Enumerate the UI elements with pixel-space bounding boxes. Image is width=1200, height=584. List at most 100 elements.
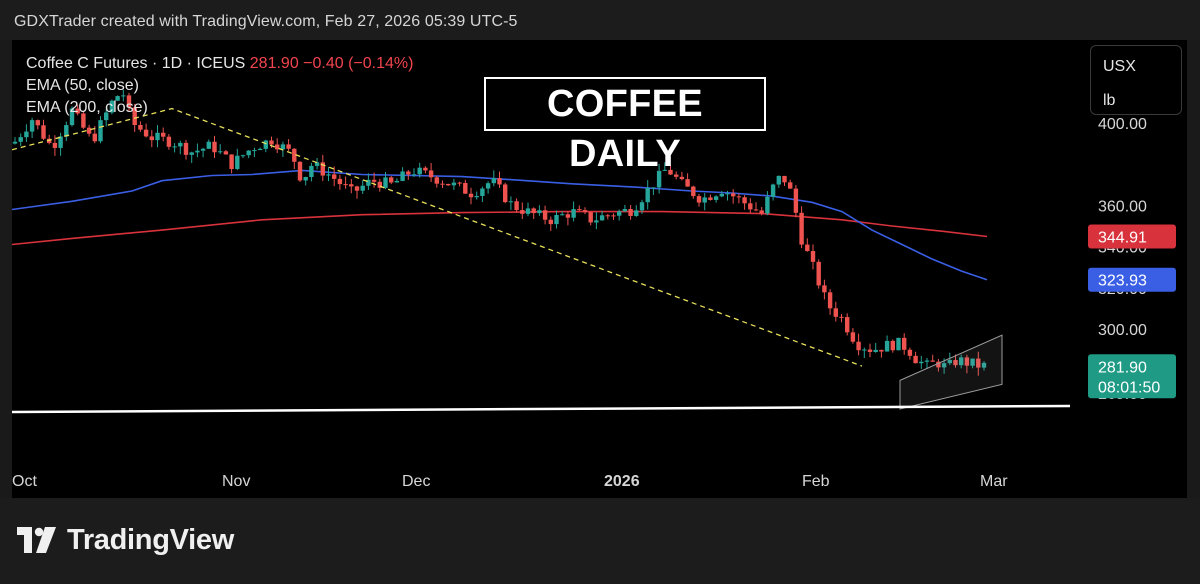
candle-body: [645, 188, 650, 203]
candle-body: [599, 215, 605, 221]
candle-body: [976, 358, 981, 368]
candle-body: [770, 184, 776, 197]
candle-body: [765, 196, 770, 214]
candle-body: [503, 184, 508, 203]
candle-body: [748, 203, 753, 210]
footer: TradingView: [0, 498, 1200, 584]
candle-body: [446, 183, 451, 186]
last-price-badge-bg: [1088, 354, 1176, 399]
legend-ema200[interactable]: EMA (200, close): [26, 99, 148, 116]
candle-body: [571, 209, 576, 218]
candle-body: [377, 181, 382, 188]
candle-body: [229, 154, 234, 169]
candle-body: [400, 171, 405, 181]
candle-body: [428, 170, 434, 178]
candle-body: [611, 215, 616, 217]
candle-body: [639, 202, 645, 211]
candle-body: [719, 193, 724, 197]
quantity-unit[interactable]: lb: [1103, 92, 1116, 109]
candle-body: [29, 120, 35, 132]
candle-body: [491, 178, 496, 184]
candle-body: [902, 337, 907, 350]
candle-body: [457, 182, 462, 184]
last-price-badge: 281.90: [1098, 359, 1147, 376]
candle-body: [411, 174, 417, 176]
candle-body: [161, 132, 166, 137]
candle-body: [320, 162, 325, 176]
candle-body: [565, 214, 571, 218]
candle-body: [303, 177, 308, 181]
legend-symbol-row[interactable]: Coffee C Futures · 1D · ICEUS 281.90 −0.…: [26, 53, 413, 75]
candle-body: [582, 210, 588, 213]
candle-body: [434, 177, 439, 184]
candle-body: [58, 136, 63, 148]
candle-body: [314, 162, 320, 166]
candle-body: [189, 152, 194, 155]
ema50-price-badge: 323.93: [1098, 273, 1147, 290]
candle-body: [924, 360, 930, 362]
candle-body: [685, 179, 690, 187]
candle-body: [531, 208, 536, 214]
tradingview-logo[interactable]: TradingView: [17, 524, 234, 556]
candle-body: [656, 170, 662, 188]
candle-body: [480, 188, 485, 196]
candle-body: [793, 188, 799, 213]
candle-body: [548, 219, 553, 225]
header-bar: GDXTrader created with TradingView.com, …: [0, 0, 1200, 40]
candle-body: [560, 214, 565, 216]
candle-body: [98, 120, 103, 142]
candle-body: [183, 142, 189, 155]
candle-body: [514, 201, 519, 211]
candle-body: [622, 208, 628, 212]
unit-selector[interactable]: USX lb: [1090, 45, 1182, 115]
candle-body: [12, 141, 18, 144]
candle-body: [474, 195, 479, 198]
candle-body: [292, 148, 297, 162]
candle-body: [286, 144, 291, 149]
candle-body: [155, 132, 160, 141]
candle-body: [713, 196, 719, 200]
legend-ema50[interactable]: EMA (50, close): [26, 77, 139, 94]
candle-body: [577, 209, 582, 211]
chart-title: COFFEE DAILY: [484, 77, 766, 175]
candle-body: [628, 208, 633, 216]
candle-body: [896, 337, 901, 351]
candle-body: [451, 182, 457, 186]
candle-body: [126, 95, 132, 108]
currency-unit[interactable]: USX: [1103, 58, 1136, 75]
candle-body: [736, 196, 742, 198]
candle-body: [440, 183, 445, 185]
x-tick-label: Dec: [402, 473, 430, 490]
candle-body: [508, 201, 514, 203]
candle-body: [81, 113, 86, 128]
candle-body: [104, 112, 109, 121]
candle-body: [485, 183, 491, 189]
candle-body: [166, 136, 172, 147]
candle-body: [235, 155, 240, 169]
candle-body: [297, 161, 303, 181]
candle-body: [149, 136, 154, 141]
rising-channel: [899, 334, 1003, 410]
candle-body: [788, 182, 793, 189]
candle-body: [662, 169, 667, 171]
candle-body: [200, 148, 206, 151]
candle-body: [862, 349, 867, 351]
candle-body: [92, 133, 97, 142]
candle-body: [696, 196, 702, 203]
candle-body: [143, 129, 149, 137]
candle-body: [423, 167, 428, 171]
candle-body: [206, 141, 211, 149]
y-tick-label: 300.00: [1098, 322, 1147, 339]
descending-trendline: [12, 107, 863, 367]
candle-body: [679, 176, 685, 180]
candle-body: [554, 214, 559, 225]
candle-body: [121, 95, 126, 97]
x-tick-label: 2026: [604, 473, 640, 490]
last-price-badge-countdown: 08:01:50: [1098, 379, 1160, 396]
candle-body: [776, 175, 781, 185]
candle-body: [212, 141, 217, 153]
candle-body: [406, 171, 411, 175]
candle-body: [417, 167, 422, 175]
price-chart[interactable]: 400.00360.00340.00320.00300.00269.00344.…: [12, 40, 1187, 498]
chart-panel[interactable]: 400.00360.00340.00320.00300.00269.00344.…: [12, 40, 1187, 498]
